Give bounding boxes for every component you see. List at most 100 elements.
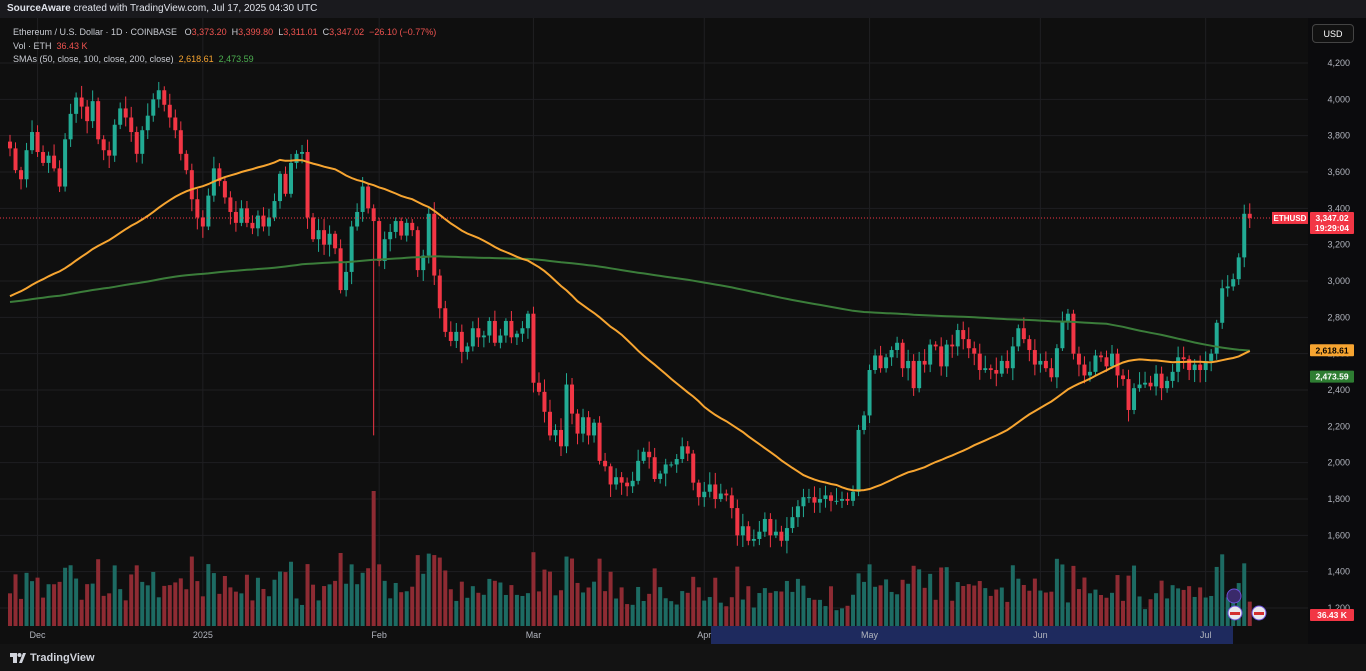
candle[interactable] <box>178 130 183 154</box>
lightning-event-icon[interactable] <box>1226 588 1242 604</box>
candle[interactable] <box>1214 322 1219 354</box>
candle[interactable] <box>823 495 828 499</box>
candle[interactable] <box>233 211 238 223</box>
candle[interactable] <box>371 208 376 222</box>
candle[interactable] <box>680 446 685 460</box>
candle[interactable] <box>559 429 563 447</box>
candle[interactable] <box>399 221 404 236</box>
candle[interactable] <box>1170 371 1175 381</box>
candle[interactable] <box>1005 360 1010 369</box>
candle[interactable] <box>24 150 29 180</box>
candle[interactable] <box>366 186 371 209</box>
candle[interactable] <box>217 168 222 182</box>
candle[interactable] <box>1076 353 1081 365</box>
chart-frame[interactable]: 1,2001,4001,6001,8002,0002,2002,4002,600… <box>0 18 1366 644</box>
candle[interactable] <box>729 495 734 509</box>
candle[interactable] <box>542 391 547 412</box>
candle[interactable] <box>547 411 552 436</box>
candle[interactable] <box>592 422 597 436</box>
candle[interactable] <box>917 360 922 389</box>
candle[interactable] <box>1126 379 1131 410</box>
candle[interactable] <box>1093 355 1098 372</box>
candle[interactable] <box>889 350 894 358</box>
tradingview-logo[interactable]: TradingView <box>10 652 95 664</box>
candle[interactable] <box>1181 357 1186 360</box>
candle[interactable] <box>13 148 18 171</box>
candle[interactable] <box>669 464 674 466</box>
candle[interactable] <box>1236 257 1241 280</box>
candle[interactable] <box>1082 364 1087 376</box>
candle[interactable] <box>840 499 845 501</box>
candle[interactable] <box>790 517 795 529</box>
candle[interactable] <box>470 328 475 347</box>
candle[interactable] <box>355 211 360 227</box>
candle[interactable] <box>525 313 530 329</box>
candle[interactable] <box>360 186 365 212</box>
candle[interactable] <box>410 222 415 231</box>
candle[interactable] <box>564 384 569 447</box>
candle[interactable] <box>200 217 205 227</box>
candle[interactable] <box>492 320 497 343</box>
candle[interactable] <box>685 446 690 454</box>
candle[interactable] <box>1065 313 1070 321</box>
candle[interactable] <box>1054 348 1059 378</box>
candle[interactable] <box>140 130 145 154</box>
candle[interactable] <box>96 101 101 140</box>
candle[interactable] <box>1159 373 1164 389</box>
candle[interactable] <box>327 233 332 245</box>
candle[interactable] <box>57 168 62 187</box>
candle[interactable] <box>817 499 822 503</box>
candle[interactable] <box>658 473 663 480</box>
candle[interactable] <box>757 531 762 539</box>
candle[interactable] <box>305 152 310 218</box>
candle[interactable] <box>1038 360 1043 365</box>
candle[interactable] <box>74 97 79 114</box>
legend-symbol[interactable]: Ethereum / U.S. Dollar · 1D · COINBASE <box>13 27 178 37</box>
candle[interactable] <box>696 482 701 498</box>
candle[interactable] <box>994 370 999 374</box>
candle[interactable] <box>873 355 878 371</box>
candle[interactable] <box>691 453 696 483</box>
candle[interactable] <box>724 493 729 496</box>
candle[interactable] <box>261 215 266 227</box>
candle[interactable] <box>641 451 646 461</box>
candle[interactable] <box>272 201 277 218</box>
candle[interactable] <box>1098 355 1103 358</box>
candle[interactable] <box>955 330 960 347</box>
candle[interactable] <box>1192 364 1197 371</box>
candle[interactable] <box>184 153 189 171</box>
candle[interactable] <box>52 155 57 169</box>
candle[interactable] <box>867 370 872 416</box>
candle[interactable] <box>531 313 536 383</box>
candle[interactable] <box>845 499 850 501</box>
candle[interactable] <box>718 493 723 499</box>
candle[interactable] <box>735 508 740 536</box>
candle[interactable] <box>195 199 200 218</box>
candle[interactable] <box>674 459 679 465</box>
candle[interactable] <box>575 413 580 434</box>
candle[interactable] <box>300 152 305 154</box>
candle[interactable] <box>928 344 933 365</box>
candle[interactable] <box>768 518 773 536</box>
candle[interactable] <box>344 271 349 291</box>
candle[interactable] <box>740 526 745 536</box>
candle[interactable] <box>553 429 558 436</box>
candle[interactable] <box>647 451 652 458</box>
candle[interactable] <box>349 226 354 272</box>
candle[interactable] <box>498 335 503 343</box>
candle[interactable] <box>90 101 95 122</box>
price-axis[interactable] <box>1308 18 1366 644</box>
candle[interactable] <box>702 491 707 498</box>
candle[interactable] <box>1016 328 1021 347</box>
candle[interactable] <box>443 308 448 332</box>
candle[interactable] <box>1132 388 1137 410</box>
candle[interactable] <box>35 132 40 153</box>
candle[interactable] <box>382 239 387 262</box>
candle[interactable] <box>333 233 338 249</box>
candle[interactable] <box>377 221 382 262</box>
candle[interactable] <box>773 531 778 536</box>
candle[interactable] <box>151 99 156 116</box>
candle[interactable] <box>922 360 927 365</box>
candle[interactable] <box>1176 357 1181 372</box>
candle[interactable] <box>1198 364 1203 371</box>
